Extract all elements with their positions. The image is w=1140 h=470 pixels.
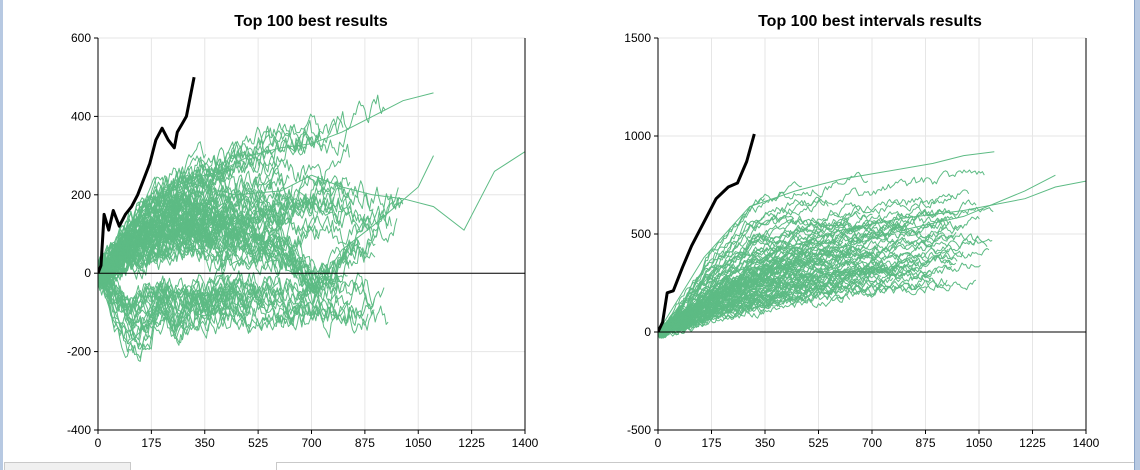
window-frame-right: [1134, 0, 1140, 470]
y-tick-label: -500: [627, 423, 651, 437]
y-tick-label: -400: [67, 423, 91, 437]
y-tick-label: 1500: [624, 31, 651, 45]
series-line-other: [98, 92, 434, 274]
x-tick-label: 350: [755, 436, 775, 450]
top-100-best-results-chart: Top 100 best results -400 -200 0 200 400 600 0…: [67, 13, 539, 450]
x-tick-label: 875: [915, 436, 935, 450]
series-line-other: [98, 224, 371, 283]
series-line-other: [658, 293, 851, 334]
y-tick-label: 400: [71, 109, 91, 123]
series-line-other: [658, 206, 940, 337]
series-line-other: [658, 189, 970, 331]
x-tick-label: 700: [301, 436, 321, 450]
y-tick-label: 0: [84, 266, 91, 280]
x-tick-label: 0: [655, 436, 662, 450]
y-tick-label: -200: [67, 345, 91, 359]
series-line-other: [98, 270, 375, 315]
chart-title: Top 100 best intervals results: [758, 13, 982, 30]
window-frame-left: [0, 0, 3, 470]
series-line-other: [658, 248, 990, 336]
series-line-other: [658, 277, 948, 331]
x-tick-label: 1400: [1073, 436, 1100, 450]
series-line-other: [98, 270, 251, 333]
series-line-other: [98, 263, 370, 335]
series-line-other: [98, 141, 207, 281]
y-tick-label: 500: [631, 227, 651, 241]
series-line-other: [658, 151, 995, 333]
series-line-other: [658, 267, 830, 334]
series-line-other: [658, 174, 1056, 333]
series-line-other: [658, 261, 806, 337]
series-line-other: [98, 197, 349, 297]
plot-area: [98, 76, 525, 362]
series-line-other: [98, 155, 434, 290]
y-tick-label: 1000: [624, 129, 651, 143]
series-line-other: [98, 274, 245, 328]
series-line-other: [98, 192, 237, 276]
x-tick-label: 175: [701, 436, 721, 450]
series-line-other: [98, 263, 373, 310]
x-tick-label: 0: [95, 436, 102, 450]
series-line-other: [98, 193, 366, 280]
series-line-other: [658, 171, 869, 335]
series-line-other: [98, 151, 525, 274]
x-tick-label: 1225: [1019, 436, 1046, 450]
series-line-other: [658, 281, 752, 339]
window-frame-right-edge: [1134, 0, 1135, 470]
series-line-other: [98, 198, 218, 280]
x-tick-label: 1400: [512, 436, 539, 450]
bottom-panel-edge: [276, 462, 1134, 470]
x-tick-label: 525: [248, 436, 268, 450]
y-tick-label: 600: [71, 31, 91, 45]
x-tick-label: 525: [808, 436, 828, 450]
y-tick-label: 200: [71, 188, 91, 202]
plot-area: [658, 133, 1086, 339]
x-tick-label: 350: [195, 436, 215, 450]
series-line-other: [658, 278, 977, 338]
series-line-other: [658, 262, 981, 333]
series-line-other: [658, 211, 873, 338]
series-line-other: [658, 218, 910, 332]
series-line-other: [98, 267, 233, 311]
x-tick-label: 700: [862, 436, 882, 450]
x-tick-label: 1050: [405, 436, 432, 450]
series-line-best: [98, 76, 196, 274]
x-tick-label: 1225: [458, 436, 485, 450]
series-line-best: [658, 133, 756, 333]
series-line-other: [658, 256, 883, 338]
top-100-best-intervals-results-chart: Top 100 best intervals results -500 0 500 1…: [624, 13, 1100, 450]
series-line-other: [658, 180, 1086, 333]
x-tick-label: 1050: [966, 436, 993, 450]
series-line-other: [658, 193, 953, 334]
x-tick-label: 175: [141, 436, 161, 450]
x-tick-label: 875: [355, 436, 375, 450]
series-line-other: [658, 225, 962, 331]
bottom-tab[interactable]: [4, 462, 131, 470]
series-line-other: [98, 273, 190, 345]
series-line-other: [658, 261, 872, 330]
chart-title: Top 100 best results: [234, 13, 388, 30]
y-tick-label: 0: [644, 325, 651, 339]
series-line-other: [98, 278, 349, 350]
